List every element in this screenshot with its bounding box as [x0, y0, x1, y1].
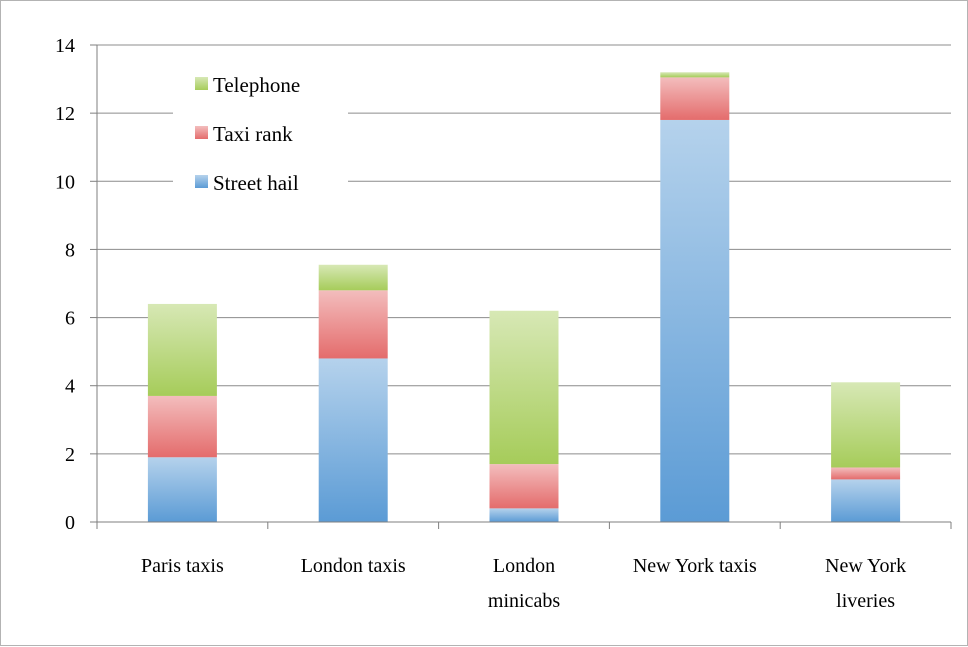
- bar-london-taxis-taxi-rank: [318, 290, 388, 359]
- y-tick-label-4: 4: [65, 376, 75, 398]
- x-tick-label-new-york-taxis: New York taxis: [633, 555, 757, 577]
- bar-new-york-liveries-street-hail: [831, 479, 901, 522]
- legend-swatch-street-hail: [195, 175, 208, 188]
- bar-new-york-taxis-taxi-rank: [660, 77, 730, 120]
- bar-new-york-taxis-telephone: [660, 72, 730, 78]
- y-tick-label-6: 6: [65, 308, 75, 330]
- x-tick-label-new-york-liveries: New York liveries: [825, 555, 906, 612]
- y-tick-label-8: 8: [65, 239, 75, 261]
- legend-swatch-telephone: [195, 77, 208, 90]
- bar-new-york-liveries-taxi-rank: [831, 467, 901, 480]
- axes: 0 2 4 6 8 10 12 14 Paris taxis London taxis London…: [55, 35, 952, 612]
- bar-london-taxis-telephone: [318, 264, 388, 291]
- x-tick-label-paris-taxis: Paris taxis: [141, 555, 224, 577]
- bar-london-minicabs-taxi-rank: [489, 464, 559, 509]
- y-tick-label-10: 10: [55, 171, 75, 193]
- legend: Telephone Taxi rank Street hail: [173, 55, 348, 206]
- bar-paris-taxis-taxi-rank: [147, 395, 217, 458]
- x-tick-label-london-minicabs: London minicabs: [488, 555, 560, 612]
- legend-label-taxi-rank: Taxi rank: [213, 122, 293, 146]
- bar-london-taxis-street-hail: [318, 358, 388, 522]
- bar-new-york-taxis-street-hail: [660, 119, 730, 522]
- bar-london-minicabs-street-hail: [489, 508, 559, 522]
- y-tick-label-0: 0: [65, 512, 75, 534]
- legend-label-street-hail: Street hail: [213, 171, 299, 195]
- legend-label-telephone: Telephone: [213, 73, 300, 97]
- legend-swatch-taxi-rank: [195, 126, 208, 139]
- bar-london-minicabs-telephone: [489, 310, 559, 465]
- bars: [147, 72, 901, 522]
- bar-new-york-liveries-telephone: [831, 382, 901, 468]
- bar-paris-taxis-street-hail: [147, 457, 217, 522]
- y-tick-label-14: 14: [55, 35, 75, 57]
- y-tick-label-2: 2: [65, 444, 75, 466]
- bar-paris-taxis-telephone: [147, 303, 217, 396]
- x-tick-label-london-taxis: London taxis: [301, 555, 406, 577]
- y-tick-label-12: 12: [55, 103, 75, 125]
